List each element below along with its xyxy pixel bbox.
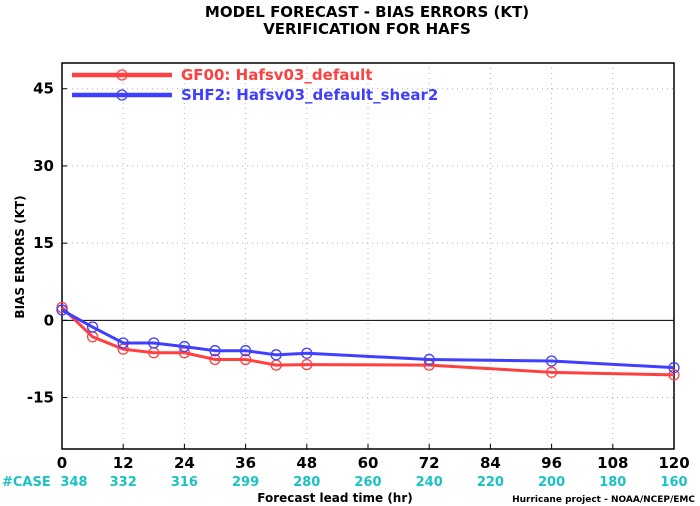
x-tick-label: 24 <box>174 454 195 472</box>
legend-label: GF00: Hafsv03_default <box>181 66 372 84</box>
legend-entry: GF00: Hafsv03_default <box>72 66 372 84</box>
series-point <box>178 340 191 353</box>
x-tick-label: 36 <box>235 454 256 472</box>
series-point <box>668 369 680 381</box>
series-layer <box>56 301 680 381</box>
series-2 <box>56 304 680 374</box>
case-count-row: #CASE 348 332 316 299 280 260 240 220 200 180 160 <box>2 475 688 490</box>
case-label: #CASE <box>2 475 51 490</box>
x-tick-label: 96 <box>541 454 562 472</box>
chart-subtitle: VERIFICATION FOR HAFS <box>263 20 471 38</box>
grid-lines <box>62 63 674 449</box>
series-point <box>86 321 99 333</box>
y-tick-label: 30 <box>33 157 54 175</box>
x-tick-labels: 0 12 24 36 48 60 72 84 96 108 120 <box>57 444 690 472</box>
case-count: 220 <box>477 475 504 490</box>
case-count: 160 <box>660 475 687 490</box>
series-point <box>301 358 313 371</box>
series-point <box>270 349 282 361</box>
x-tick-label: 60 <box>358 454 379 472</box>
case-count: 348 <box>60 475 87 490</box>
series-point <box>545 355 558 367</box>
series-point <box>423 353 435 366</box>
case-count: 180 <box>599 475 626 490</box>
series-line <box>60 306 675 377</box>
x-tick-label: 72 <box>419 454 440 472</box>
y-tick-label: 0 <box>44 311 54 329</box>
legend: GF00: Hafsv03_default SHF2: Hafsv03_defau… <box>72 66 438 104</box>
legend-label: SHF2: Hafsv03_default_shear2 <box>181 86 438 104</box>
series-point <box>209 353 221 366</box>
series-point <box>148 337 160 349</box>
x-tick-label: 0 <box>57 454 67 472</box>
y-tick-label: 15 <box>33 234 54 252</box>
y-tick-label: -15 <box>27 389 54 407</box>
x-tick-label: 120 <box>658 454 689 472</box>
legend-swatch-marker <box>116 89 128 101</box>
case-count: 280 <box>293 475 320 490</box>
credit-text: Hurricane project - NOAA/NCEP/EMC <box>512 495 695 505</box>
series-point <box>301 347 313 359</box>
series-point <box>117 337 129 349</box>
x-tick-label: 84 <box>480 454 501 472</box>
series-point <box>545 366 558 378</box>
series-line <box>61 308 675 370</box>
case-count: 316 <box>171 475 198 490</box>
series-point <box>209 345 221 357</box>
series-point <box>239 345 252 357</box>
x-tick-label: 48 <box>296 454 317 472</box>
legend-entry: SHF2: Hafsv03_default_shear2 <box>72 86 438 104</box>
series-point <box>668 362 680 374</box>
y-tick-label: 45 <box>33 80 54 98</box>
y-axis-label: BIAS ERRORS (KT) <box>13 195 27 318</box>
case-count: 332 <box>110 475 137 490</box>
x-tick-label: 108 <box>597 454 628 472</box>
case-count: 260 <box>354 475 381 490</box>
case-count: 240 <box>416 475 443 490</box>
x-tick-label: 12 <box>113 454 134 472</box>
legend-swatch-marker <box>116 69 128 81</box>
chart-title: MODEL FORECAST - BIAS ERRORS (KT) <box>205 3 529 21</box>
case-count: 299 <box>232 475 259 490</box>
plot-frame <box>61 62 675 450</box>
series-point <box>239 353 252 366</box>
x-axis-label: Forecast lead time (hr) <box>257 491 413 505</box>
series-point <box>56 304 68 316</box>
y-tick-labels: -15 0 15 30 45 <box>27 80 67 407</box>
case-count: 200 <box>538 475 565 490</box>
